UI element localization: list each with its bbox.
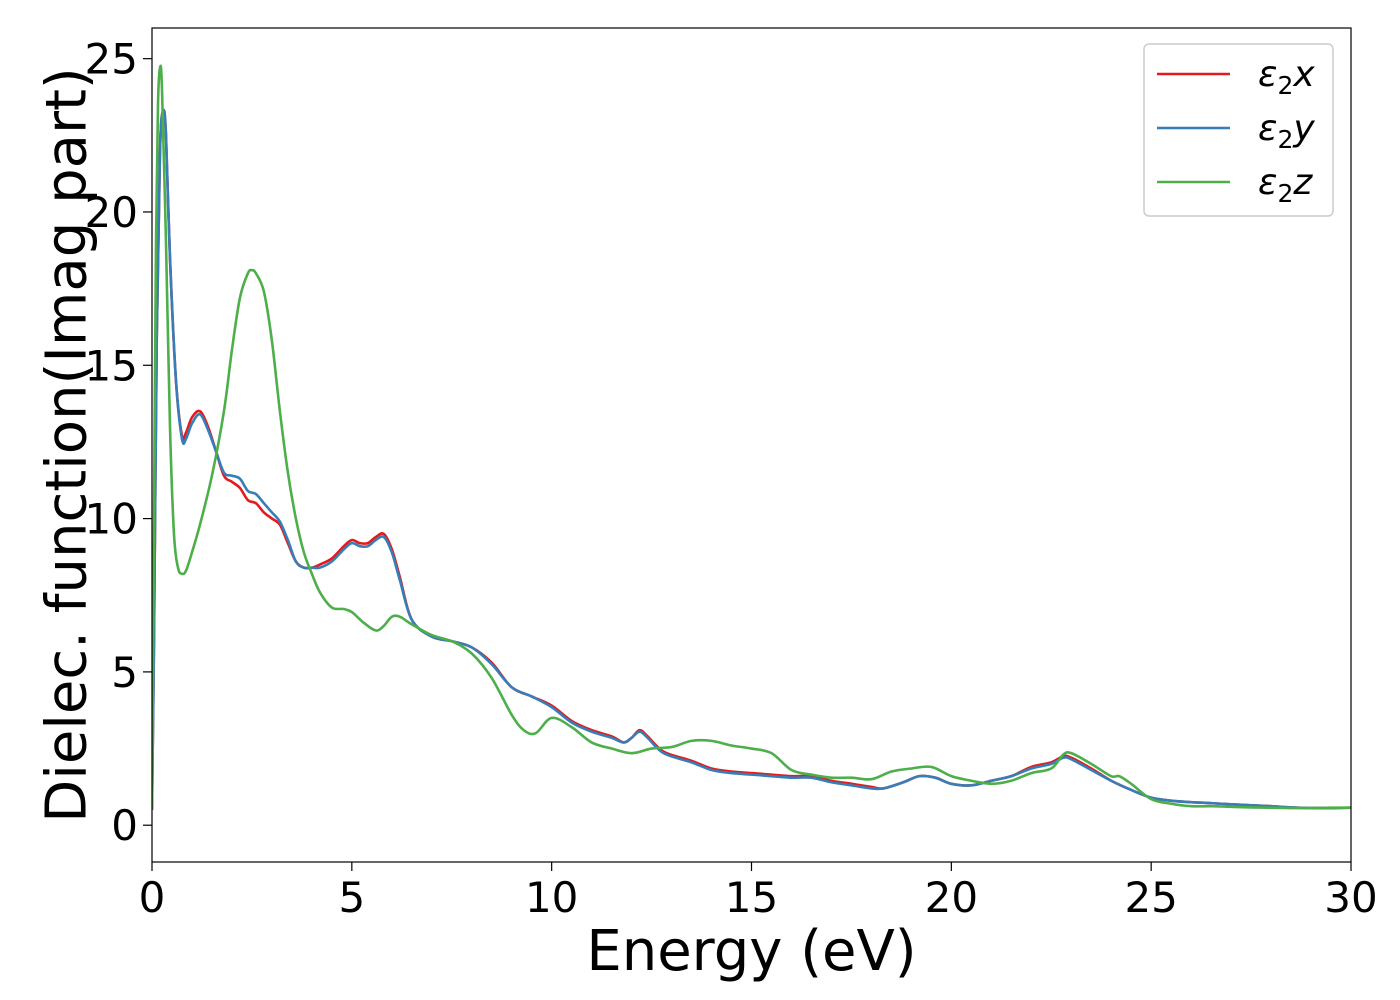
- x-tick-label: 30: [1324, 873, 1377, 922]
- legend-label: ε2y: [1258, 108, 1315, 154]
- x-tick-label: 5: [338, 873, 365, 922]
- x-axis-label: Energy (eV): [586, 919, 916, 984]
- legend-label: ε2z: [1258, 162, 1313, 208]
- plot-area: [151, 27, 1352, 863]
- y-tick-label: 5: [111, 648, 138, 697]
- x-tick-label: 10: [525, 873, 578, 922]
- y-tick-label: 15: [85, 341, 138, 390]
- x-axis: 0 5 10 15 20 25 30: [139, 862, 1378, 922]
- legend-item-z: ε2z: [1157, 162, 1313, 208]
- series-layer: [152, 64, 1351, 810]
- x-tick-label: 15: [725, 873, 778, 922]
- y-tick-label: 20: [85, 188, 138, 237]
- legend-box: [1143, 43, 1334, 217]
- y-tick-label: 0: [111, 801, 138, 850]
- series-line-z: [152, 64, 1351, 810]
- legend-item-x: ε2x: [1157, 54, 1315, 100]
- series-line-y: [152, 108, 1351, 810]
- x-tick-label: 25: [1124, 873, 1177, 922]
- legend: ε2x ε2y ε2z: [1143, 43, 1334, 217]
- y-tick-label: 25: [85, 35, 138, 84]
- y-tick-label: 10: [85, 495, 138, 544]
- x-tick-label: 20: [925, 873, 978, 922]
- x-tick-label: 0: [139, 873, 166, 922]
- y-axis: 0 5 10 15 20 25: [85, 35, 152, 850]
- legend-label: ε2x: [1258, 54, 1315, 100]
- y-axis-label: Dielec. function(Imag part): [35, 67, 100, 823]
- legend-item-y: ε2y: [1157, 108, 1315, 154]
